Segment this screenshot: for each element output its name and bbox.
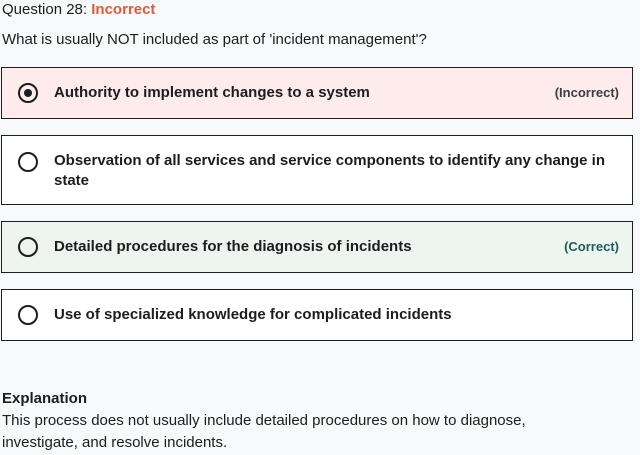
radio-unselected-icon[interactable] — [18, 237, 38, 257]
answer-option-2[interactable]: Observation of all services and service … — [1, 135, 633, 205]
radio-unselected-icon[interactable] — [18, 152, 38, 172]
radio-unselected-icon[interactable] — [18, 305, 38, 325]
answer-option-3[interactable]: Detailed procedures for the diagnosis of… — [1, 221, 633, 273]
answer-option-label: Use of specialized knowledge for complic… — [54, 306, 452, 323]
radio-selected-icon[interactable] — [18, 83, 38, 103]
answer-option-4[interactable]: Use of specialized knowledge for complic… — [1, 289, 633, 341]
question-status: Incorrect — [91, 1, 156, 18]
answer-option-1[interactable]: Authority to implement changes to a syst… — [1, 67, 633, 119]
answer-option-label: Authority to implement changes to a syst… — [54, 84, 370, 101]
answer-option-label: Detailed procedures for the diagnosis of… — [54, 238, 412, 255]
correct-badge: (Correct) — [564, 239, 619, 254]
answer-option-label: Observation of all services and service … — [54, 152, 606, 189]
question-number: Question 28: — [2, 1, 88, 18]
incorrect-badge: (Incorrect) — [554, 85, 619, 100]
explanation-title: Explanation — [2, 390, 88, 407]
question-header: Question 28: Incorrect — [2, 0, 155, 20]
explanation-body: This process does not usually include de… — [2, 412, 526, 451]
question-text: What is usually NOT included as part of … — [2, 31, 427, 48]
